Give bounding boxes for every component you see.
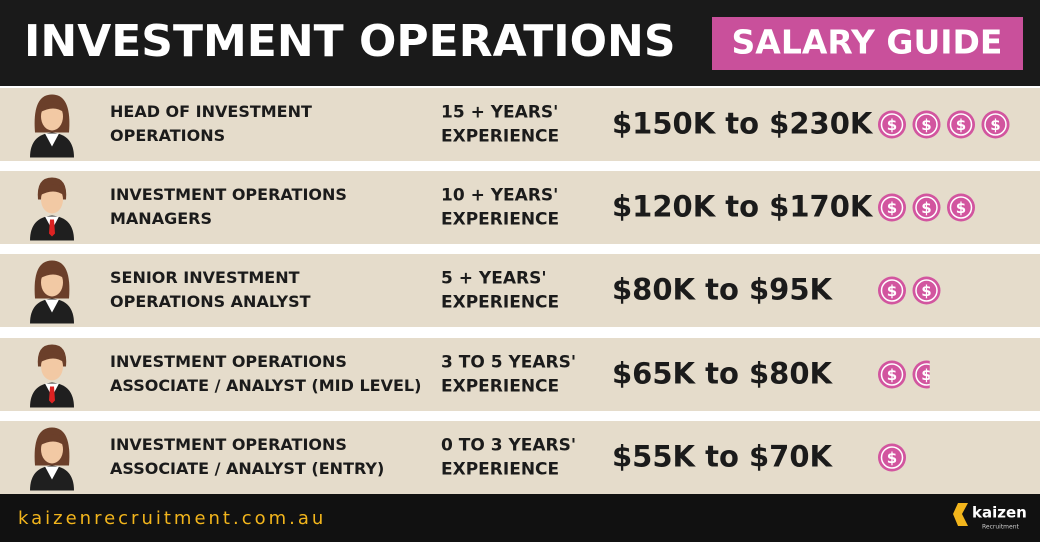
experience: EXPERIENCE <box>441 460 559 480</box>
salary: $150K to $230K <box>612 107 874 141</box>
coin-rating: $ $ <box>878 276 941 305</box>
role: INVESTMENT OPERATIONS <box>110 352 347 371</box>
row-bg <box>0 421 1040 494</box>
coin-symbol: $ <box>887 366 897 384</box>
coin-ring <box>915 113 938 136</box>
logo-mark <box>953 503 968 526</box>
role: INVESTMENT OPERATIONS <box>110 435 347 454</box>
row-bg <box>0 254 1040 327</box>
coin-ring <box>880 446 904 469</box>
coin-ring <box>984 113 1007 136</box>
coin-ring <box>880 279 904 302</box>
coin-symbol: $ <box>921 282 931 300</box>
salary: $120K to $170K <box>612 190 874 224</box>
row-bg <box>0 338 1040 411</box>
salary: $65K to $80K <box>612 357 834 391</box>
experience: EXPERIENCE <box>441 210 559 230</box>
role: HEAD OF INVESTMENT <box>110 102 312 121</box>
coin-rating: $ $ $ <box>878 193 975 222</box>
avatar-fringe <box>40 184 64 196</box>
coin-symbol: $ <box>956 199 966 217</box>
role: INVESTMENT OPERATIONS <box>110 185 347 204</box>
coin-symbol: $ <box>921 199 931 217</box>
coin-rating: $ $ $ $ <box>878 110 1010 139</box>
experience: 15 + YEARS' <box>441 103 558 123</box>
experience: EXPERIENCE <box>441 127 559 147</box>
role: OPERATIONS ANALYST <box>110 292 311 311</box>
row-bg <box>0 171 1040 244</box>
badge <box>712 17 1023 70</box>
coin-rating: $ <box>878 443 906 472</box>
coin-symbol: $ <box>887 282 897 300</box>
role: SENIOR INVESTMENT <box>110 268 300 287</box>
experience: 3 TO 5 YEARS' <box>441 353 576 373</box>
avatar-collar <box>45 466 59 480</box>
row-bg <box>0 88 1040 161</box>
coin-symbol: $ <box>887 199 897 217</box>
experience: 10 + YEARS' <box>441 186 558 206</box>
role: ASSOCIATE / ANALYST (ENTRY) <box>110 459 384 478</box>
logo: kaizen <box>972 504 1027 522</box>
experience: 0 TO 3 YEARS' <box>441 436 576 456</box>
coin-ring <box>915 279 938 302</box>
title: INVESTMENT OPERATIONS <box>24 16 676 67</box>
salary: $80K to $95K <box>612 273 834 307</box>
coin-symbol: $ <box>956 116 966 134</box>
badge-text: SALARY GUIDE <box>732 23 1003 62</box>
avatar <box>30 94 74 158</box>
avatar <box>30 344 74 408</box>
website: kaizenrecruitment.com.au <box>18 508 326 529</box>
avatar-tie <box>49 219 55 237</box>
experience: EXPERIENCE <box>441 377 559 397</box>
avatar-fringe <box>40 101 64 113</box>
coin-symbol: $ <box>990 116 1000 134</box>
footer-bar <box>0 493 1040 542</box>
role: ASSOCIATE / ANALYST (MID LEVEL) <box>110 376 421 395</box>
coin-symbol: $ <box>887 449 897 467</box>
avatar-fringe <box>40 434 64 446</box>
avatar-collar <box>45 133 59 147</box>
logo-sub: Recruitment <box>982 524 1020 531</box>
avatar-collar <box>45 299 59 313</box>
coin-ring <box>949 196 973 219</box>
avatar <box>30 260 74 324</box>
coin-ring <box>915 196 938 219</box>
coin-symbol: $ <box>921 366 931 384</box>
coin-ring <box>915 363 930 386</box>
coin-ring <box>949 113 973 136</box>
coin-symbol: $ <box>921 116 931 134</box>
role: OPERATIONS <box>110 126 225 145</box>
coin-ring <box>880 363 904 386</box>
coin-ring <box>880 196 904 219</box>
coin-symbol: $ <box>887 116 897 134</box>
avatar-fringe <box>40 267 64 279</box>
salary: $55K to $70K <box>612 440 834 474</box>
avatar <box>30 177 74 241</box>
avatar-fringe <box>40 351 64 363</box>
avatar-tie <box>49 386 55 404</box>
experience: EXPERIENCE <box>441 293 559 313</box>
coin <box>912 360 930 389</box>
coin-rating: $ $ <box>878 360 931 389</box>
avatar <box>30 427 74 491</box>
experience: 5 + YEARS' <box>441 269 547 289</box>
role: MANAGERS <box>110 209 212 228</box>
coin-ring <box>880 113 904 136</box>
